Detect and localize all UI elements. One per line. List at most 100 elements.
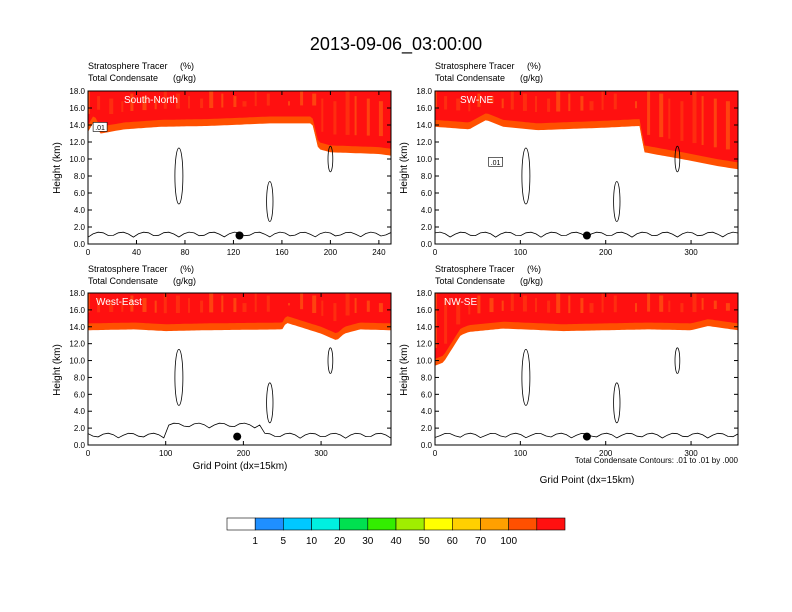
condensate-contour	[327, 347, 334, 374]
y-tick-label: 6.0	[74, 189, 86, 198]
colorbar-swatch	[451, 517, 481, 531]
plot-frame	[434, 90, 739, 245]
x-tick-label: 160	[275, 248, 289, 257]
tracer-streak	[659, 295, 664, 312]
y-tick-label: 12.0	[69, 340, 85, 349]
y-tick-label: 16.0	[416, 306, 432, 315]
panel-nw-se: Stratosphere Tracer (%) Total Condensate…	[399, 264, 739, 486]
y-axis-label: Height (km)	[399, 344, 410, 396]
colorbar-label: 30	[362, 536, 374, 547]
tracer-streak	[501, 98, 504, 109]
y-tick-label: 18.0	[69, 289, 85, 298]
y-tick-label: 14.0	[69, 121, 85, 130]
colorbar-label: 5	[281, 536, 287, 547]
colorbar-label: 60	[447, 536, 459, 547]
y-tick-label: 0.0	[74, 441, 86, 450]
tracer-streak	[121, 101, 124, 112]
y-tick-label: 8.0	[421, 373, 433, 382]
plot-frame	[87, 90, 392, 245]
condensate-contour	[266, 181, 274, 222]
y-tick-label: 4.0	[421, 206, 433, 215]
location-marker	[233, 432, 242, 441]
tracer-streak	[254, 293, 257, 312]
colorbar-label: 40	[390, 536, 402, 547]
tracer-streak	[647, 91, 651, 135]
tracer-streak	[142, 298, 147, 312]
colorbar-swatch	[480, 517, 510, 531]
tracer-streak	[378, 303, 383, 313]
colorbar-label: 70	[475, 536, 487, 547]
tracer-streak	[163, 293, 167, 314]
subtitle-condensate: Total Condensate	[435, 276, 505, 286]
y-tick-label: 0.0	[74, 240, 86, 249]
tracer-streak	[109, 98, 114, 114]
tracer-streak	[501, 300, 504, 311]
x-axis-label: Grid Point (dx=15km)	[540, 475, 635, 486]
colorbar-swatch	[423, 517, 453, 531]
y-tick-label: 18.0	[69, 87, 85, 96]
tracer-streak	[680, 101, 684, 141]
panel-label: NW-SE	[444, 297, 477, 308]
x-tick-label: 100	[159, 449, 173, 458]
tracer-streak	[288, 101, 290, 106]
x-tick-label: 200	[324, 248, 338, 257]
tracer-streak	[477, 93, 481, 107]
x-tick-label: 200	[599, 248, 613, 257]
condensate-contour	[521, 348, 531, 406]
y-tick-label: 2.0	[421, 223, 433, 232]
tracer-streak	[233, 96, 237, 107]
tracer-field	[88, 293, 391, 445]
colorbar-label: 100	[500, 536, 517, 547]
y-tick-label: 2.0	[74, 223, 86, 232]
colorbar-label: 50	[419, 536, 431, 547]
y-tick-label: 12.0	[416, 340, 432, 349]
y-tick-label: 18.0	[416, 289, 432, 298]
tracer-streak	[489, 96, 494, 104]
tracer-streak	[613, 93, 617, 110]
tracer-streak	[692, 91, 697, 144]
x-tick-label: 200	[599, 449, 613, 458]
x-tick-label: 0	[86, 449, 91, 458]
tracer-streak	[477, 295, 481, 314]
y-axis-label: Height (km)	[52, 344, 63, 396]
colorbar-label: 1	[252, 536, 258, 547]
tracer-streak	[209, 91, 214, 108]
tracer-streak	[535, 96, 537, 112]
tracer-streak	[233, 298, 237, 313]
tracer-streak	[444, 298, 448, 344]
tracer-streak	[522, 295, 527, 312]
y-tick-label: 14.0	[69, 323, 85, 332]
y-tick-label: 16.0	[69, 104, 85, 113]
y-tick-label: 4.0	[74, 206, 86, 215]
tracer-streak	[154, 98, 157, 110]
x-tick-label: 80	[181, 248, 190, 257]
tracer-streak	[489, 298, 494, 313]
y-tick-label: 18.0	[416, 87, 432, 96]
tracer-streak	[188, 96, 190, 109]
colorbar-swatch	[367, 517, 397, 531]
tracer-streak	[242, 303, 247, 312]
contour-label-box	[92, 122, 108, 132]
y-tick-label: 8.0	[421, 172, 433, 181]
y-tick-label: 4.0	[421, 407, 433, 416]
tracer-streak	[725, 101, 730, 150]
condensate-contour	[174, 348, 184, 406]
tracer-streak	[142, 96, 147, 111]
tracer-streak	[510, 91, 514, 110]
tracer-streak	[435, 91, 437, 109]
subtitle-condensate: Total Condensate	[88, 73, 158, 83]
y-tick-label: 6.0	[74, 390, 86, 399]
subtitle-condensate-unit: (g/kg)	[173, 73, 196, 83]
tracer-streak	[692, 293, 697, 313]
condensate-contour	[674, 145, 681, 173]
tracer-streak	[444, 96, 448, 110]
tracer-streak	[589, 303, 594, 313]
y-tick-label: 6.0	[421, 390, 433, 399]
subtitle-tracer: Stratosphere Tracer	[435, 264, 515, 274]
x-tick-label: 100	[514, 248, 528, 257]
x-tick-label: 100	[514, 449, 528, 458]
tracer-streak	[366, 98, 370, 136]
tracer-streak	[188, 298, 190, 313]
location-marker	[235, 231, 244, 240]
colorbar-swatch	[254, 517, 284, 531]
